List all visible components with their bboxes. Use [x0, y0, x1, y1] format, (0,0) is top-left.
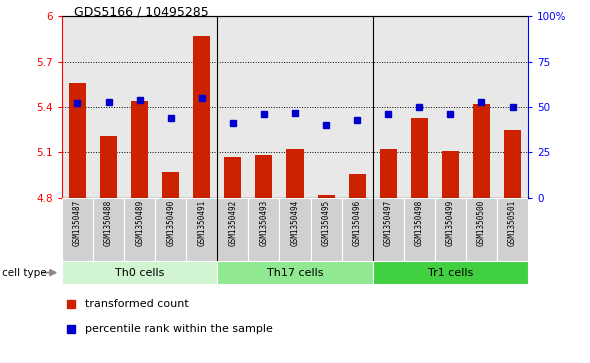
- Text: GDS5166 / 10495285: GDS5166 / 10495285: [74, 5, 208, 19]
- Text: GSM1350492: GSM1350492: [228, 200, 237, 246]
- Text: GSM1350497: GSM1350497: [384, 200, 393, 246]
- Text: GSM1350489: GSM1350489: [135, 200, 144, 246]
- Text: transformed count: transformed count: [85, 299, 189, 309]
- Text: GSM1350494: GSM1350494: [290, 200, 300, 246]
- Bar: [287, 150, 303, 198]
- Bar: [100, 136, 117, 198]
- Bar: [69, 83, 86, 198]
- Bar: [217, 261, 373, 284]
- Text: GSM1350488: GSM1350488: [104, 200, 113, 246]
- Text: Th0 cells: Th0 cells: [115, 268, 165, 278]
- Bar: [186, 198, 217, 261]
- Bar: [411, 118, 428, 198]
- Text: GSM1350498: GSM1350498: [415, 200, 424, 246]
- Text: GSM1350491: GSM1350491: [197, 200, 206, 246]
- Bar: [62, 198, 93, 261]
- Bar: [473, 104, 490, 198]
- Bar: [373, 198, 404, 261]
- Text: GSM1350493: GSM1350493: [260, 200, 268, 246]
- Text: Th17 cells: Th17 cells: [267, 268, 323, 278]
- Text: GSM1350501: GSM1350501: [508, 200, 517, 246]
- Text: GSM1350487: GSM1350487: [73, 200, 82, 246]
- Text: GSM1350496: GSM1350496: [353, 200, 362, 246]
- Text: GSM1350495: GSM1350495: [322, 200, 330, 246]
- Bar: [248, 198, 280, 261]
- Bar: [124, 198, 155, 261]
- Bar: [442, 151, 459, 198]
- Text: Tr1 cells: Tr1 cells: [428, 268, 473, 278]
- Bar: [342, 198, 373, 261]
- Text: GSM1350500: GSM1350500: [477, 200, 486, 246]
- Text: percentile rank within the sample: percentile rank within the sample: [85, 324, 273, 334]
- Bar: [255, 155, 273, 198]
- Bar: [466, 198, 497, 261]
- Bar: [62, 261, 217, 284]
- Text: GSM1350499: GSM1350499: [446, 200, 455, 246]
- Bar: [280, 198, 310, 261]
- Bar: [435, 198, 466, 261]
- Bar: [194, 36, 210, 198]
- Bar: [162, 172, 179, 198]
- Bar: [349, 174, 366, 198]
- Bar: [497, 198, 528, 261]
- Bar: [404, 198, 435, 261]
- Text: GSM1350490: GSM1350490: [166, 200, 175, 246]
- Text: cell type: cell type: [2, 268, 47, 278]
- Bar: [504, 130, 521, 198]
- Bar: [224, 157, 241, 198]
- Bar: [131, 101, 148, 198]
- Bar: [93, 198, 124, 261]
- Bar: [317, 195, 335, 198]
- Bar: [217, 198, 248, 261]
- Bar: [373, 261, 528, 284]
- Bar: [155, 198, 186, 261]
- Bar: [310, 198, 342, 261]
- Bar: [380, 150, 396, 198]
